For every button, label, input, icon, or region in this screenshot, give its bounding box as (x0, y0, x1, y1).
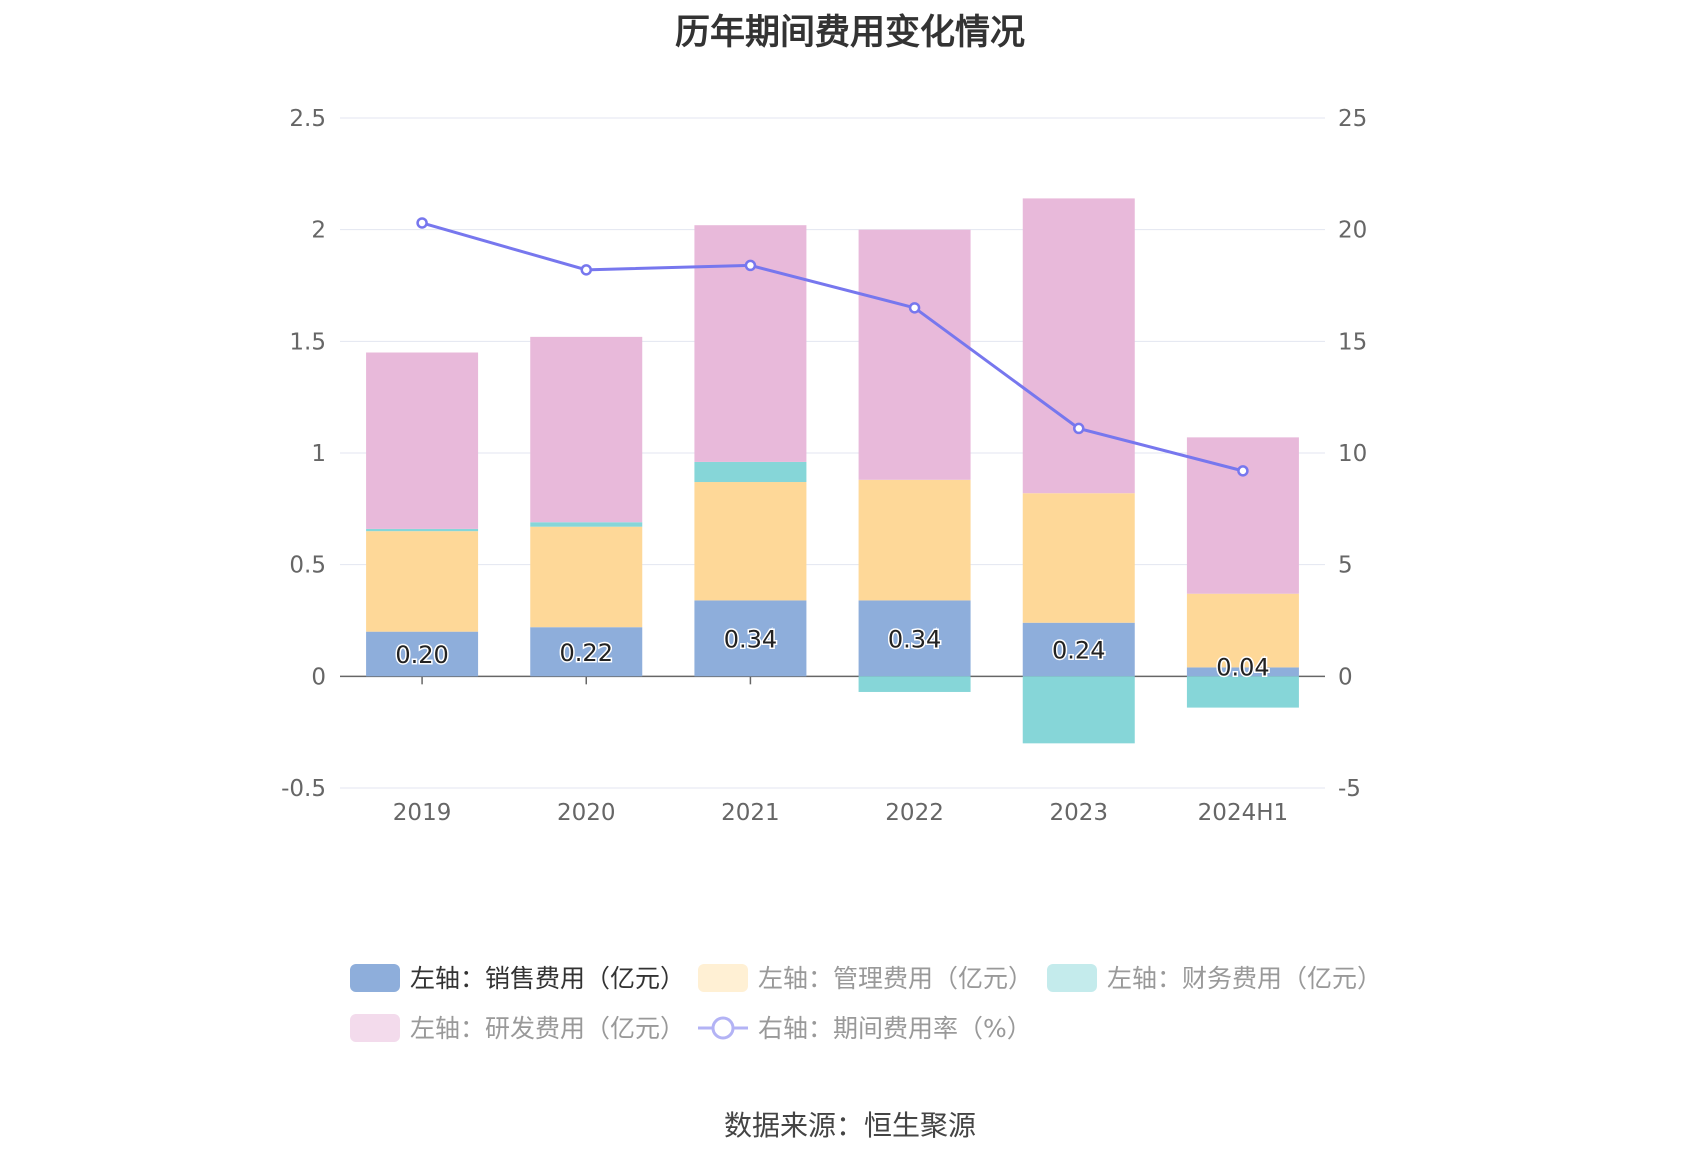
left-axis-tick-label: 0.5 (289, 553, 326, 579)
left-axis-tick-label: -0.5 (281, 776, 326, 802)
bar-data-label: 0.04 (1216, 653, 1269, 681)
bar-segment-series-0 (530, 627, 643, 677)
left-axis-tick-label: 1 (311, 441, 326, 467)
line-point (744, 259, 757, 272)
bar-segment-series-3 (366, 352, 479, 529)
bar-segment-series-0 (366, 631, 479, 677)
bar-segment-series-3 (858, 229, 971, 480)
legend-label: 左轴：财务费用（亿元） (1107, 964, 1382, 993)
bar-segment-series-0 (694, 600, 807, 677)
right-axis-tick-label: 10 (1338, 441, 1367, 467)
bar-data-label: 0.24 (1052, 637, 1105, 665)
bar-data-label: 0.34 (888, 625, 941, 653)
x-axis-tick-label: 2019 (393, 800, 452, 826)
legend-swatch (350, 964, 400, 992)
bar-segment-series-0 (1022, 622, 1135, 677)
line-point (908, 302, 921, 314)
bar-segment-series-2 (530, 522, 643, 527)
bar-segment-series-2 (366, 528, 479, 532)
line-point (1073, 422, 1085, 435)
bar-segment-series-1 (1022, 493, 1135, 623)
bar-segment-series-2 (694, 461, 807, 483)
right-axis-tick-label: -5 (1338, 776, 1361, 802)
bar-segment-series-3 (1022, 198, 1135, 494)
right-axis-tick-label: 0 (1338, 664, 1353, 690)
bar-segment-series-1 (366, 531, 479, 632)
bar-segment-series-1 (858, 479, 971, 601)
bar-data-label: 0.20 (395, 641, 448, 669)
bar-segment-series-1 (694, 482, 807, 601)
bar-segment-series-2 (1022, 676, 1135, 744)
x-axis-tick-label: 2021 (721, 800, 780, 826)
x-axis-tick-label: 2020 (557, 800, 616, 826)
legend-swatch (698, 964, 748, 992)
left-axis-tick-label: 1.5 (289, 329, 326, 355)
bar-segment-series-0 (858, 600, 971, 677)
line-series-path (421, 221, 1244, 473)
legend-swatch (1047, 964, 1097, 992)
bar-segment-series-0 (1186, 667, 1299, 677)
chart-svg: -0.5 0 0.5 1 1.5 2 2.5 -5 0 5 10 15 20 25 2019 2020 2021… (281, 106, 1382, 1043)
x-axis-tick-label: 2022 (885, 800, 944, 826)
right-axis-tick-label: 25 (1338, 106, 1367, 132)
line-point (1237, 465, 1249, 477)
data-source: 数据来源：恒生聚源 (723, 1109, 976, 1142)
legend-label: 左轴：管理费用（亿元） (758, 964, 1033, 993)
left-axis-tick-label: 2 (311, 218, 326, 244)
legend-line-marker (711, 1016, 735, 1040)
line-point (580, 264, 592, 276)
bar-segment-series-2 (1186, 676, 1299, 708)
right-axis-tick-label: 15 (1338, 329, 1367, 355)
bar-segment-series-1 (1186, 593, 1299, 668)
bar-data-label: 0.34 (724, 625, 777, 653)
legend-label: 左轴：研发费用（亿元） (410, 1014, 685, 1043)
bar-segment-series-2 (858, 676, 971, 692)
left-axis-tick-label: 2.5 (289, 106, 326, 132)
chart-title: 历年期间费用变化情况 (674, 13, 1025, 53)
bar-segment-series-3 (530, 336, 643, 523)
x-axis-tick-label: 2024H1 (1198, 800, 1288, 826)
legend-label: 左轴：销售费用（亿元） (410, 964, 685, 993)
bar-data-label: 0.22 (560, 639, 613, 667)
legend-swatch (350, 1014, 400, 1042)
bar-segment-series-3 (1186, 437, 1299, 594)
left-axis-tick-label: 0 (311, 664, 326, 690)
bar-segment-series-1 (530, 526, 643, 628)
right-axis-tick-label: 20 (1338, 218, 1367, 244)
x-axis-tick-label: 2023 (1049, 800, 1108, 826)
line-point (416, 217, 428, 229)
right-axis-tick-label: 5 (1338, 553, 1353, 579)
legend-label: 右轴：期间费用率（%） (758, 1014, 1032, 1043)
